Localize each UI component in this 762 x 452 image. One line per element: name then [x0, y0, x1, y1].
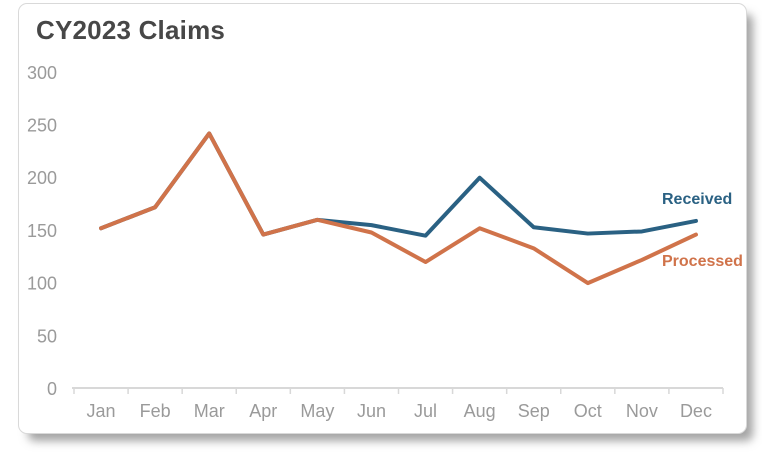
- x-axis-month-label: Nov: [626, 401, 658, 421]
- y-axis-tick-label: 150: [27, 221, 57, 241]
- claims-line-chart: 0 50 100 150 200 250 300 Jan Feb Mar Apr May Jun Jul A…: [27, 63, 743, 421]
- y-axis-tick-label: 250: [27, 116, 57, 136]
- x-axis-month-label: Sep: [518, 401, 550, 421]
- series-line-received: [99, 131, 698, 238]
- x-axis-month-label: Jul: [414, 401, 437, 421]
- x-axis-month-label: Jan: [87, 401, 116, 421]
- x-axis-month-label: Aug: [464, 401, 496, 421]
- series-label-received: Received: [662, 191, 732, 208]
- x-axis-month-label: Apr: [249, 401, 277, 421]
- x-axis-month-label: Mar: [194, 401, 225, 421]
- y-axis-tick-label: 0: [47, 379, 57, 399]
- x-axis-month-label: May: [300, 401, 334, 421]
- series-label-processed: Processed: [662, 253, 743, 270]
- x-axis-month-label: Feb: [140, 401, 171, 421]
- y-axis-tick-label: 300: [27, 63, 57, 83]
- y-axis-tick-label: 200: [27, 168, 57, 188]
- x-axis-month-label: Oct: [574, 401, 602, 421]
- x-axis-month-label: Jun: [357, 401, 386, 421]
- chart-title: CY2023 Claims: [36, 15, 226, 45]
- series-line-processed: [99, 131, 698, 286]
- y-axis-tick-label: 100: [27, 274, 57, 294]
- x-axis-month-label: Dec: [680, 401, 712, 421]
- chart-card: CY2023 Claims 0 50 100 150 200 250 300 Jan Feb Ma…: [18, 3, 747, 434]
- y-axis-tick-label: 50: [37, 326, 57, 346]
